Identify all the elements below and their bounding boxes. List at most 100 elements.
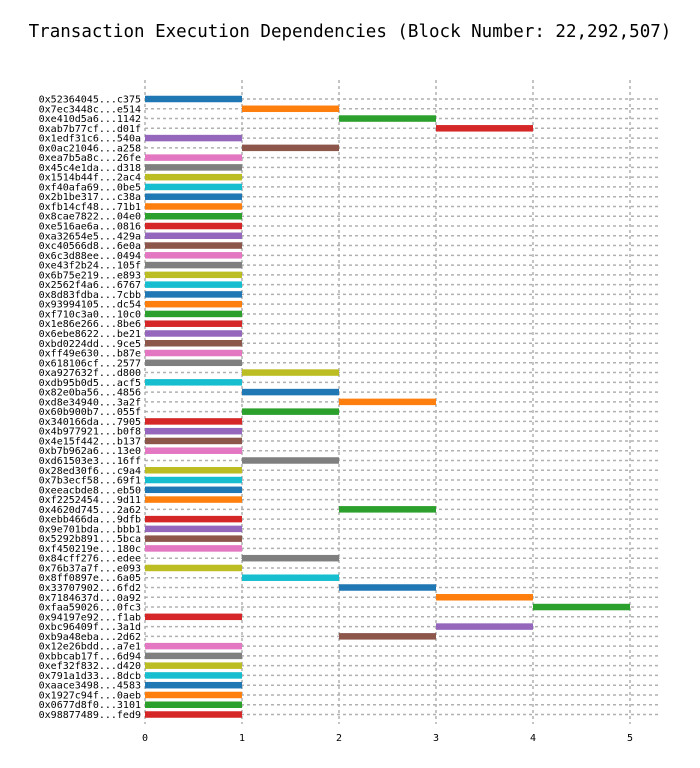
y-tick-label: 0x4620d745...2a62 (39, 505, 141, 516)
task-bar (145, 320, 242, 327)
y-tick-label: 0x52364045...c375 (39, 95, 141, 106)
x-tick-label: 1 (239, 733, 245, 744)
y-tick-label: 0x7b3ecf58...69f1 (39, 476, 141, 487)
task-bar (145, 496, 242, 503)
task-bar (145, 164, 242, 171)
y-tick-label: 0x6c3d88ee...0494 (39, 251, 141, 262)
y-tick-label: 0x1e86e266...8be6 (39, 319, 141, 330)
y-tick-label: 0x8d83fdba...7cbb (39, 290, 141, 301)
task-bar (242, 457, 339, 464)
y-tick-label: 0x340166da...7905 (39, 417, 141, 428)
task-bar (533, 603, 630, 611)
task-bar (436, 125, 533, 132)
task-bar (145, 291, 242, 298)
task-bar (145, 379, 242, 386)
y-tick-label: 0xbbcab17f...6d94 (39, 651, 141, 662)
y-tick-label: 0xbd0224dd...9ce5 (39, 339, 141, 350)
y-tick-label: 0x84cff276...edee (39, 554, 141, 565)
y-tick-label: 0x33707902...6fd2 (39, 583, 141, 594)
task-bar (145, 300, 242, 308)
y-tick-label: 0xa927632f...d800 (39, 368, 141, 379)
task-bar (145, 662, 242, 669)
y-tick-label: 0x60b900b7...055f (39, 407, 141, 418)
y-tick-label: 0xfaa59026...0fc3 (39, 603, 141, 614)
y-tick-label: 0x2b1be317...c38a (39, 192, 141, 203)
task-bar (242, 388, 339, 396)
task-bar (242, 144, 339, 152)
y-tick-label: 0x93994105...dc54 (39, 300, 141, 311)
x-tick-label: 3 (433, 733, 439, 744)
task-bar (145, 535, 242, 542)
y-tick-label: 0x7184637d...0a92 (39, 593, 141, 604)
y-tick-label: 0xaace3498...4583 (39, 681, 141, 692)
task-bar (145, 467, 242, 474)
task-bar (145, 652, 242, 660)
task-bar (145, 281, 242, 288)
y-tick-label: 0x1edf31c6...540a (39, 134, 141, 145)
y-tick-label: 0xd8e34940...3a2f (39, 397, 141, 408)
chart-title: Transaction Execution Dependencies (Bloc… (28, 22, 672, 42)
task-bar (145, 564, 242, 572)
task-bar (145, 242, 242, 249)
y-tick-label: 0x45c4e1da...d318 (39, 163, 141, 174)
task-bar (145, 340, 242, 347)
x-tick-label: 0 (142, 733, 148, 744)
task-bar (145, 232, 242, 240)
x-tick-labels: 0 1 2 3 4 5 (142, 733, 633, 744)
task-bar (145, 525, 242, 533)
y-tick-label: 0xe43f2b24...105f (39, 261, 141, 272)
task-bar (145, 545, 242, 552)
y-tick-label: 0x4e15f442...b137 (39, 436, 141, 447)
y-tick-label: 0x94197e92...f1ab (39, 612, 141, 623)
task-bar (145, 418, 242, 425)
x-tick-label: 4 (530, 733, 536, 744)
task-bar (242, 554, 339, 562)
task-bar (145, 691, 242, 699)
y-tick-label: 0xe410d5a6...1142 (39, 114, 141, 125)
task-bar (145, 95, 242, 103)
task-bar (145, 193, 242, 200)
y-tick-label: 0x1514b44f...2ac4 (39, 173, 141, 184)
task-bar (242, 369, 339, 376)
task-bar (145, 486, 242, 494)
y-tick-label: 0x82e0ba56...4856 (39, 388, 141, 399)
task-bar (339, 115, 436, 122)
task-bar (145, 154, 242, 161)
y-tick-label: 0x6b75e219...e893 (39, 270, 141, 281)
task-bar (145, 359, 242, 367)
y-tick-label: 0xff49e630...b87e (39, 349, 141, 360)
task-bar (242, 105, 339, 113)
task-bar (339, 584, 436, 591)
y-tick-label: 0x2562f4a6...6767 (39, 280, 141, 291)
task-bar (145, 261, 242, 269)
y-tick-label: 0x5292b891...5bca (39, 534, 141, 545)
y-tick-label: 0xc40566d8...6e0a (39, 241, 141, 252)
y-tick-label: 0x0677d8f0...3101 (39, 700, 141, 711)
y-tick-label: 0xf450219e...180c (39, 544, 141, 555)
y-tick-label: 0x9e701bda...bbb1 (39, 524, 141, 535)
y-tick-label: 0xbc96409f...3a1d (39, 622, 141, 633)
task-bar (242, 408, 339, 415)
x-tick-label: 2 (336, 733, 342, 744)
task-bar (145, 515, 242, 523)
task-bar (242, 574, 339, 581)
y-tick-label: 0xea7b5a8c...26fe (39, 153, 141, 164)
y-tick-label: 0xef32f832...d420 (39, 661, 141, 672)
task-bar (339, 398, 436, 406)
y-tick-label: 0xf2252454...9d11 (39, 495, 141, 506)
y-tick-label: 0xa32654e5...429a (39, 231, 141, 242)
y-tick-label: 0xebb466da...9dfb (39, 515, 141, 526)
task-bar (145, 711, 242, 718)
task-bar (436, 623, 533, 630)
y-tick-label: 0x618106cf...2577 (39, 358, 141, 369)
y-tick-label: 0xfb14cf48...71b1 (39, 202, 141, 213)
task-bar (339, 506, 436, 513)
task-bar (145, 681, 242, 689)
task-bar (145, 173, 242, 181)
task-bar (145, 271, 242, 279)
y-tick-label: 0x791a1d33...8dcb (39, 671, 141, 682)
y-tick-label: 0x12e26bdd...a7e1 (39, 642, 141, 653)
y-tick-labels: 0x52364045...c3750x7ec3448c...e5140xe410… (39, 95, 141, 722)
y-tick-label: 0xdb95b0d5...acf5 (39, 378, 141, 389)
